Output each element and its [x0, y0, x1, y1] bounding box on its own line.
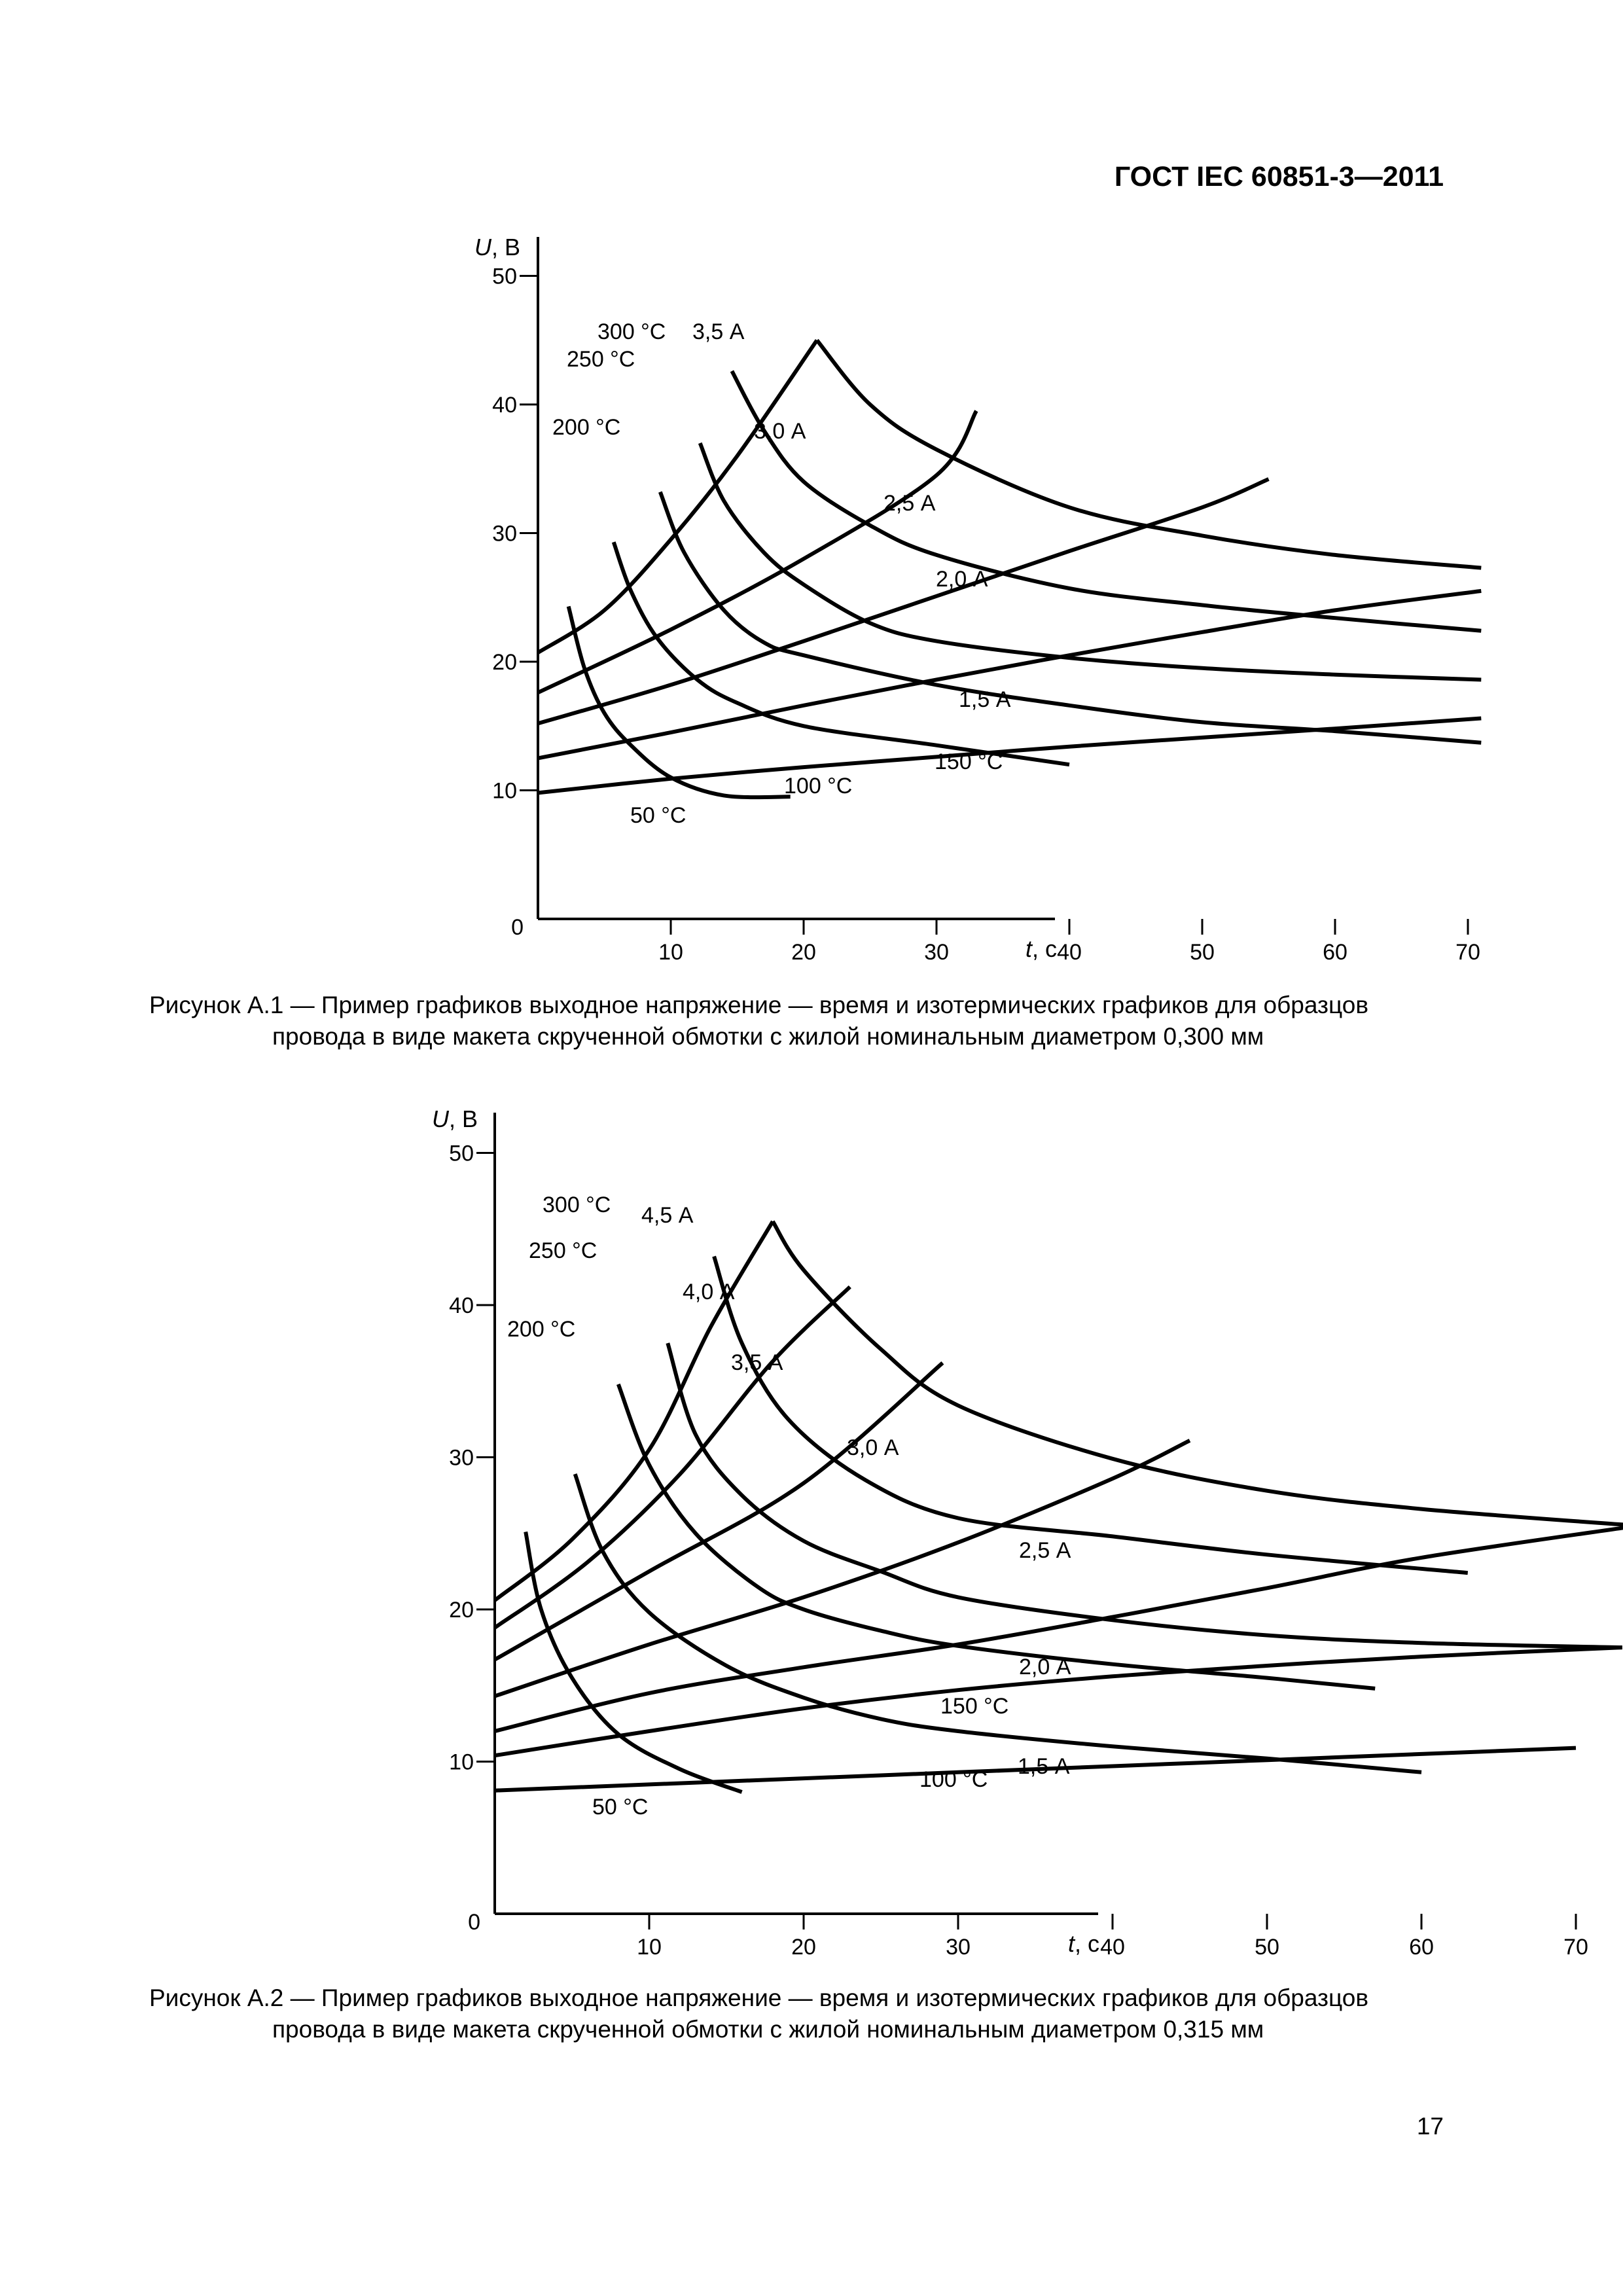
- curve-label: 150 °С: [940, 1694, 1008, 1719]
- x-axis-label: t, с: [1026, 935, 1057, 962]
- curve-label: 300 °С: [597, 319, 666, 344]
- series-current-2-5-: [537, 477, 1270, 726]
- series-isotherm-100-: [573, 1473, 1422, 1774]
- figure-a1-caption-line1: Рисунок А.1 — Пример графиков выходное н…: [149, 992, 1369, 1018]
- origin-label: 0: [511, 915, 524, 940]
- x-tick-label: 10: [637, 1935, 662, 1960]
- x-tick-label: 40: [1100, 1935, 1125, 1960]
- series-isotherm-200-: [698, 442, 1482, 682]
- y-tick-label: 30: [492, 522, 517, 547]
- x-tick-label: 50: [1255, 1935, 1279, 1960]
- y-tick-label: 20: [449, 1598, 474, 1623]
- x-tick-label: 20: [791, 1935, 816, 1960]
- y-tick-label: 30: [449, 1446, 474, 1471]
- x-tick-label: 30: [924, 940, 949, 965]
- curve-label: 200 °С: [552, 415, 620, 440]
- chart-a2: 10 20 30 40 50 0 10 20 30 40 50 60 70 U, В t, с 300 °С 4…: [432, 1105, 1623, 1960]
- curve-label: 200 °С: [507, 1317, 575, 1342]
- curve-label: 50 °С: [630, 803, 686, 828]
- series-isotherm-300-: [815, 338, 1482, 570]
- series-current-3-0-: [537, 410, 978, 694]
- page-number: 17: [1416, 2113, 1444, 2140]
- series-current-3-5-: [537, 339, 819, 655]
- y-tick-label: 40: [449, 1293, 474, 1318]
- curve-label: 50 °С: [592, 1795, 648, 1820]
- x-tick-label: 70: [1563, 1935, 1588, 1960]
- series-isotherm-50-: [524, 1531, 743, 1794]
- curve-label: 3,0 А: [754, 419, 806, 444]
- document-header: ГОСТ IEC 60851-3—2011: [1114, 161, 1444, 192]
- series-current-1-5-: [494, 1746, 1577, 1793]
- figure-a1-caption: Рисунок А.1 — Пример графиков выходное н…: [149, 990, 1458, 1052]
- series-isotherm-250-: [730, 370, 1482, 633]
- curve-label: 1,5 А: [1018, 1754, 1070, 1779]
- series-isotherm-100-: [611, 541, 1070, 767]
- series-isotherm-50-: [566, 605, 791, 800]
- curve-label: 4,5 А: [641, 1203, 694, 1228]
- curve-label: 3,5 А: [692, 319, 745, 344]
- x-tick-label: 40: [1057, 940, 1082, 965]
- chart-a1: 10 20 30 40 50 0 10 20 30 40 50 60 70 U, В t, с 300 °С 3…: [474, 234, 1482, 965]
- curve-label: 250 °С: [529, 1238, 597, 1263]
- y-tick-label: 10: [492, 779, 517, 804]
- series-isotherm-250-: [712, 1255, 1469, 1575]
- series-current-3-5-: [493, 1361, 944, 1662]
- series-current-4-0-: [493, 1285, 851, 1630]
- curve-label: 300 °С: [543, 1193, 611, 1217]
- origin-label: 0: [468, 1910, 480, 1935]
- x-tick-label: 30: [946, 1935, 971, 1960]
- series-current-3-0-: [494, 1439, 1191, 1698]
- y-tick-label: 40: [492, 393, 517, 418]
- series-current-2-0-: [494, 1645, 1622, 1758]
- curve-label: 3,0 А: [847, 1435, 899, 1460]
- figure-a1-caption-line2: провода в виде макета скрученной обмотки…: [272, 1023, 1264, 1050]
- x-tick-label: 50: [1190, 940, 1215, 965]
- y-tick-label: 20: [492, 650, 517, 675]
- curve-label: 2,0 А: [936, 567, 988, 592]
- series-isotherm-200-: [666, 1342, 1622, 1650]
- curve-label: 2,5 А: [883, 491, 936, 516]
- x-tick-label: 20: [791, 940, 816, 965]
- series-current-2-5-: [494, 1526, 1623, 1733]
- series-current-2-0-: [537, 588, 1482, 761]
- x-tick-label: 10: [658, 940, 683, 965]
- y-tick-label: 50: [449, 1141, 474, 1166]
- y-axis-label: U, В: [474, 234, 520, 260]
- curve-label: 3,5 А: [731, 1350, 783, 1375]
- figure-a2-caption-line1: Рисунок А.2 — Пример графиков выходное н…: [149, 1984, 1369, 2011]
- curve-label: 2,5 А: [1019, 1538, 1071, 1563]
- curve-label: 2,0 А: [1019, 1655, 1071, 1679]
- x-tick-label: 60: [1409, 1935, 1434, 1960]
- series-isotherm-150-: [616, 1383, 1376, 1691]
- figure-a2-caption-line2: провода в виде макета скрученной обмотки…: [272, 2016, 1264, 2043]
- curve-label: 4,0 А: [683, 1280, 735, 1304]
- y-axis-label: U, В: [432, 1105, 478, 1132]
- x-tick-label: 70: [1455, 940, 1480, 965]
- series-isotherm-300-: [771, 1220, 1623, 1527]
- curve-label: 100 °С: [784, 774, 852, 798]
- series-current-4-5-: [493, 1220, 775, 1602]
- y-tick-label: 50: [492, 264, 517, 289]
- x-axis-label: t, с: [1068, 1930, 1099, 1957]
- curve-label: 150 °С: [935, 749, 1003, 774]
- figure-a2-caption: Рисунок А.2 — Пример графиков выходное н…: [149, 1982, 1458, 2045]
- curve-label: 250 °С: [567, 347, 635, 372]
- series-isotherm-150-: [658, 491, 1482, 745]
- curve-label: 100 °С: [919, 1767, 988, 1792]
- curve-label: 1,5 А: [959, 687, 1011, 712]
- y-tick-label: 10: [449, 1750, 474, 1775]
- x-tick-label: 60: [1323, 940, 1347, 965]
